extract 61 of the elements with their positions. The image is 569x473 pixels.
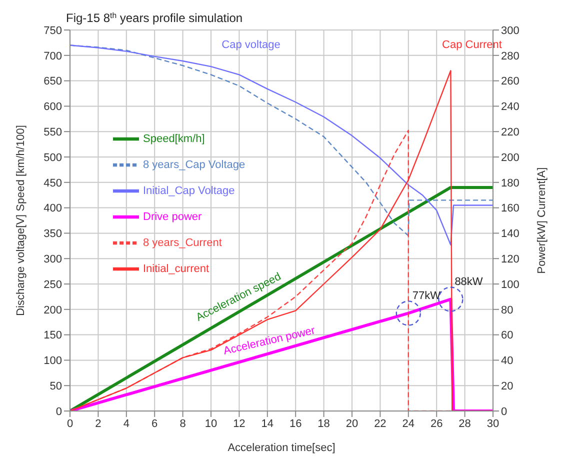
annotation: 77kW — [412, 290, 442, 302]
annotation: Cap voltage — [222, 39, 280, 51]
y2-tick-label: 220 — [501, 126, 520, 139]
x-tick-label: 18 — [318, 418, 330, 430]
y-tick-label: 200 — [44, 304, 62, 316]
y2-tick-label: 40 — [501, 355, 514, 368]
y-tick-label: 700 — [44, 50, 62, 62]
x-tick-label: 30 — [486, 418, 500, 430]
y-tick-label: 100 — [44, 355, 62, 368]
x-tick-label: 12 — [233, 418, 246, 430]
y2-tick-label: 180 — [501, 177, 520, 190]
y-tick-label: 500 — [44, 152, 62, 164]
y2-tick-label: 120 — [501, 254, 520, 266]
y2-tick-label: 260 — [501, 76, 520, 88]
legend-label: Initial_Cap Voltage — [143, 184, 235, 197]
x-tick-label: 4 — [123, 418, 130, 430]
y-tick-label: 450 — [44, 177, 62, 190]
chart-title: Fig-15 8$^{th}$ years profile simulation — [66, 10, 243, 25]
legend-label: Speed[km/h] — [143, 132, 205, 145]
y-tick-label: 250 — [44, 278, 62, 291]
legend-label: Initial_current — [143, 262, 210, 275]
y-tick-label: 0 — [56, 406, 62, 418]
y-tick-label: 750 — [44, 24, 62, 37]
y2-tick-label: 0 — [501, 406, 508, 418]
y-tick-label: 550 — [44, 126, 62, 139]
legend-label: 8 years_Current — [143, 236, 222, 249]
x-tick-label: 14 — [261, 418, 274, 430]
y2-tick-label: 280 — [501, 50, 520, 62]
y-axis-title: Discharge voltage[V] Speed [km/h/100] — [14, 125, 27, 316]
y2-tick-label: 140 — [501, 228, 520, 240]
y2-axis-title: Power[kW] Current[A] — [536, 167, 548, 274]
y-tick-label: 300 — [44, 254, 62, 266]
y2-tick-label: 60 — [501, 330, 514, 342]
y2-tick-label: 160 — [501, 202, 520, 215]
y2-tick-label: 300 — [501, 24, 520, 37]
x-axis-title: Acceleration time[sec] — [228, 442, 336, 454]
x-tick-label: 20 — [346, 418, 358, 430]
x-tick-label: 16 — [289, 418, 302, 430]
x-tick-label: 6 — [152, 418, 158, 430]
x-tick-label: 28 — [458, 418, 471, 430]
x-tick-label: 26 — [430, 418, 443, 430]
x-tick-label: 2 — [95, 418, 102, 430]
x-tick-label: 22 — [374, 418, 386, 430]
annotation: 88kW — [454, 276, 484, 288]
y2-tick-label: 80 — [501, 304, 514, 316]
y2-tick-label: 20 — [501, 380, 514, 393]
legend-label: Drive power — [143, 210, 202, 223]
x-tick-label: 8 — [180, 418, 186, 430]
y2-tick-label: 200 — [501, 152, 520, 164]
y2-tick-label: 240 — [501, 101, 520, 114]
y2-tick-label: 100 — [501, 278, 520, 291]
y-tick-label: 150 — [44, 330, 62, 342]
y-tick-label: 650 — [44, 76, 62, 88]
x-tick-label: 24 — [402, 418, 415, 430]
y-tick-label: 350 — [44, 228, 62, 240]
legend-label: 8 years_Cap Voltage — [143, 158, 246, 171]
x-tick-label: 0 — [66, 418, 74, 430]
y-tick-label: 600 — [44, 101, 62, 114]
y-tick-label: 400 — [44, 202, 62, 215]
y-tick-label: 50 — [50, 380, 62, 393]
x-tick-label: 10 — [204, 418, 218, 430]
